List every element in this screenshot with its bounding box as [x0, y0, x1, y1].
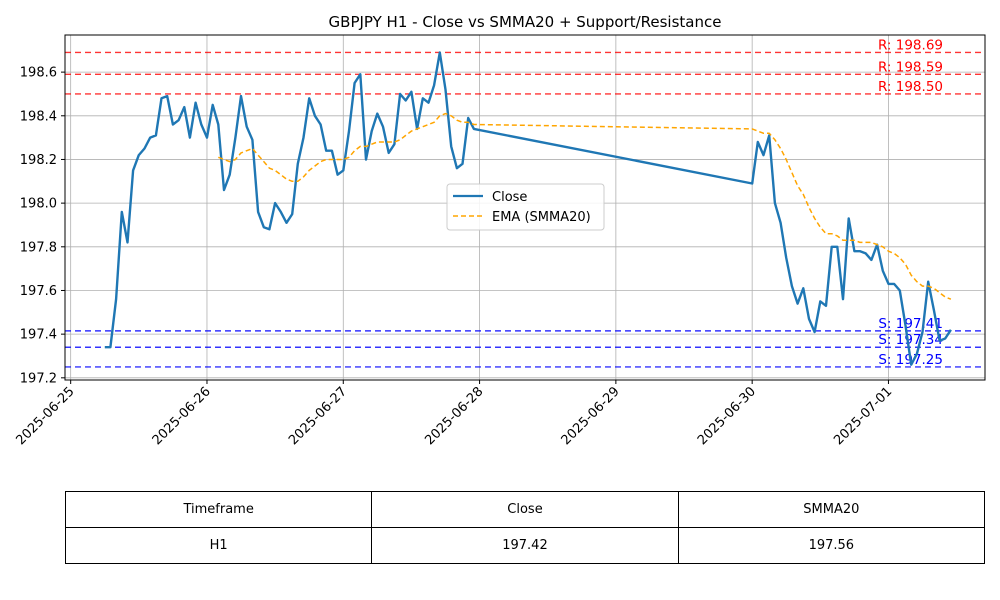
y-tick-label: 198.2: [20, 153, 57, 168]
legend-label-close: Close: [492, 190, 527, 205]
x-tick-label: 2025-06-26: [150, 384, 214, 448]
support-label: S: 197.41: [878, 316, 943, 332]
y-axis-ticks: 197.2 197.4 197.6 197.8 198.0 198.2 198.4 198.6: [20, 66, 65, 386]
summary-table-header-row: Timeframe Close SMMA20: [64, 491, 986, 528]
y-tick-label: 197.4: [20, 328, 57, 343]
legend: Close EMA (SMMA20): [446, 183, 605, 231]
y-tick-label: 197.6: [20, 284, 57, 299]
resistance-label: R: 198.69: [878, 37, 943, 53]
y-tick-label: 197.2: [20, 371, 57, 386]
cell-timeframe: H1: [64, 527, 373, 564]
header-smma20: SMMA20: [677, 491, 986, 528]
legend-box: [446, 183, 605, 231]
support-resistance-levels: R: 198.69 R: 198.59 R: 198.50 S: 197.41S: 1…: [65, 37, 985, 368]
cell-close: 197.42: [371, 527, 679, 564]
summary-table-row: H1 197.42 197.56: [64, 527, 986, 564]
cell-smma20: 197.56: [677, 527, 986, 564]
series-line-close: [104, 51, 952, 366]
y-tick-label: 198.4: [20, 109, 57, 124]
header-close: Close: [371, 491, 679, 528]
x-tick-label: 2025-06-29: [559, 384, 623, 448]
resistance-label: R: 198.59: [878, 59, 943, 75]
x-tick-label: 2025-06-25: [13, 384, 77, 448]
y-tick-label: 197.8: [20, 240, 57, 255]
x-tick-label: 2025-06-27: [286, 384, 350, 448]
y-tick-label: 198.0: [20, 197, 57, 212]
support-label: S: 197.34: [878, 332, 943, 348]
series-lines: [104, 51, 952, 366]
x-tick-label: 2025-06-30: [695, 384, 759, 448]
x-tick-label: 2025-06-28: [422, 384, 486, 448]
x-axis-ticks: 2025-06-25 2025-06-26 2025-06-27 2025-06-28…: [13, 380, 895, 448]
summary-table: Timeframe Close SMMA20 H1 197.42 197.56: [64, 491, 986, 564]
chart-title: GBPJPY H1 - Close vs SMMA20 + Support/Re…: [329, 13, 722, 31]
series-line-smma20: [218, 112, 952, 300]
plot-frame: [64, 34, 986, 381]
y-tick-label: 198.6: [20, 66, 57, 81]
resistance-label: R: 198.50: [878, 79, 943, 95]
header-timeframe: Timeframe: [64, 491, 373, 528]
legend-label-smma20: EMA (SMMA20): [492, 210, 591, 225]
x-tick-label: 2025-07-01: [831, 384, 895, 448]
